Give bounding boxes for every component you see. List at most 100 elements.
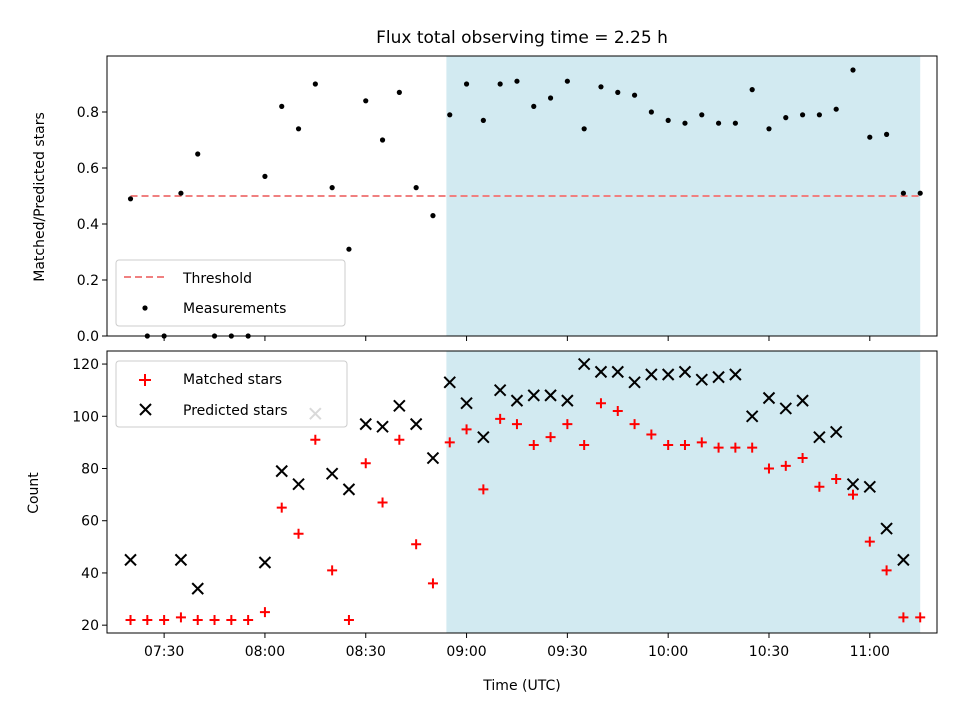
predicted-star-marker bbox=[678, 365, 692, 379]
predicted-star-marker bbox=[897, 553, 910, 567]
legend-predicted-swatch bbox=[139, 403, 152, 416]
predicted-star-marker bbox=[645, 368, 658, 381]
predicted-star-marker bbox=[426, 451, 440, 465]
predicted-star-marker bbox=[779, 402, 792, 415]
measurement-point bbox=[195, 151, 201, 157]
predicted-star-marker bbox=[695, 373, 708, 386]
matched-star-marker bbox=[511, 419, 522, 430]
predicted-star-marker bbox=[661, 368, 675, 381]
y-tick-label: 0.6 bbox=[77, 161, 99, 177]
x-tick-label: 11:00 bbox=[850, 644, 890, 660]
measurement-point bbox=[648, 109, 654, 115]
measurement-point bbox=[178, 190, 184, 196]
matched-star-marker bbox=[713, 442, 724, 453]
matched-star-marker bbox=[545, 432, 556, 443]
measurement-point bbox=[295, 126, 302, 132]
measurement-point bbox=[346, 246, 352, 252]
bottom-panel-counts: 20 40 60 80 100 120 07:30 08:00 08:30 09:00 09:30 1… bbox=[26, 350, 938, 694]
measurement-point bbox=[447, 112, 453, 118]
y-tick-label: 100 bbox=[72, 409, 99, 425]
matched-star-marker bbox=[394, 434, 405, 445]
y-tick-label: 60 bbox=[81, 514, 99, 530]
matched-star-marker bbox=[159, 614, 170, 625]
matched-star-marker bbox=[276, 502, 287, 513]
measurement-point bbox=[312, 81, 318, 87]
figure-title: Flux total observing time = 2.25 h bbox=[376, 28, 668, 48]
legend-measurements-label: Measurements bbox=[183, 301, 286, 317]
measurement-point bbox=[564, 78, 570, 84]
predicted-star-marker bbox=[813, 430, 826, 444]
predicted-star-marker bbox=[880, 522, 893, 535]
measurement-point bbox=[850, 67, 856, 73]
y-tick-label: 0.4 bbox=[77, 217, 99, 233]
matched-star-marker bbox=[495, 413, 506, 424]
predicted-star-marker bbox=[409, 417, 423, 431]
predicted-star-marker bbox=[325, 467, 339, 480]
x-tick-label: 10:30 bbox=[749, 644, 789, 660]
measurement-point bbox=[799, 112, 806, 118]
predicted-star-marker bbox=[829, 425, 843, 439]
measurement-point bbox=[833, 106, 839, 112]
measurement-point bbox=[749, 87, 755, 93]
predicted-star-marker bbox=[762, 391, 776, 405]
predicted-star-marker bbox=[745, 410, 759, 423]
measurement-point bbox=[715, 120, 722, 126]
measurement-point bbox=[631, 92, 638, 98]
predicted-star-marker bbox=[124, 553, 137, 567]
x-tick-label: 07:30 bbox=[144, 644, 184, 660]
matched-star-marker bbox=[730, 442, 741, 453]
predicted-star-marker bbox=[577, 357, 591, 371]
predicted-star-marker bbox=[443, 376, 456, 389]
predicted-star-marker bbox=[594, 365, 608, 379]
matched-star-marker bbox=[528, 440, 539, 450]
matched-star-marker bbox=[881, 565, 892, 576]
measurement-point bbox=[262, 173, 268, 179]
matched-star-marker bbox=[679, 440, 690, 450]
measurement-point bbox=[379, 137, 386, 143]
matched-star-marker bbox=[427, 578, 438, 589]
y-tick-label: 0.2 bbox=[77, 273, 99, 289]
predicted-star-marker bbox=[275, 464, 288, 478]
matched-star-marker bbox=[579, 440, 590, 450]
matched-star-marker bbox=[915, 612, 926, 623]
matched-star-marker bbox=[478, 484, 489, 495]
measurement-point bbox=[279, 103, 285, 109]
measurement-point bbox=[581, 126, 587, 132]
matched-star-marker bbox=[663, 440, 674, 450]
measurement-point bbox=[917, 190, 923, 196]
bottom-legend: Matched stars Predicted stars bbox=[115, 360, 348, 428]
predicted-star-marker bbox=[258, 556, 272, 569]
x-tick-label: 09:30 bbox=[547, 644, 587, 660]
x-axis-label: Time (UTC) bbox=[482, 678, 560, 694]
measurement-point bbox=[867, 134, 873, 140]
matched-star-marker bbox=[864, 536, 875, 547]
measurement-point bbox=[463, 81, 470, 87]
predicted-star-marker bbox=[359, 417, 372, 431]
matched-star-marker bbox=[209, 614, 220, 625]
predicted-star-marker bbox=[527, 389, 540, 402]
x-tick-label: 08:00 bbox=[245, 644, 285, 660]
matched-star-marker bbox=[411, 539, 422, 550]
matched-star-marker bbox=[360, 458, 371, 469]
matched-star-marker bbox=[310, 434, 321, 445]
measurement-point bbox=[900, 190, 906, 196]
measurement-point bbox=[766, 126, 772, 132]
legend-matched-label: Matched stars bbox=[183, 372, 282, 388]
y-tick-label: 80 bbox=[81, 462, 99, 478]
matched-star-marker bbox=[696, 437, 707, 448]
y-tick-label: 120 bbox=[72, 357, 99, 373]
matched-star-marker bbox=[646, 429, 657, 440]
predicted-star-marker bbox=[191, 582, 204, 595]
predicted-star-marker bbox=[477, 430, 490, 444]
matched-star-marker bbox=[747, 442, 758, 453]
bottom-y-axis-label: Count bbox=[26, 472, 42, 514]
matched-star-marker bbox=[259, 607, 270, 618]
predicted-star-marker bbox=[393, 399, 406, 413]
matched-star-marker bbox=[142, 614, 153, 625]
measurement-point bbox=[329, 185, 335, 191]
predicted-star-marker bbox=[796, 394, 809, 407]
measurement-point bbox=[682, 120, 688, 126]
matched-star-marker bbox=[327, 565, 338, 576]
matched-star-marker bbox=[243, 614, 254, 625]
